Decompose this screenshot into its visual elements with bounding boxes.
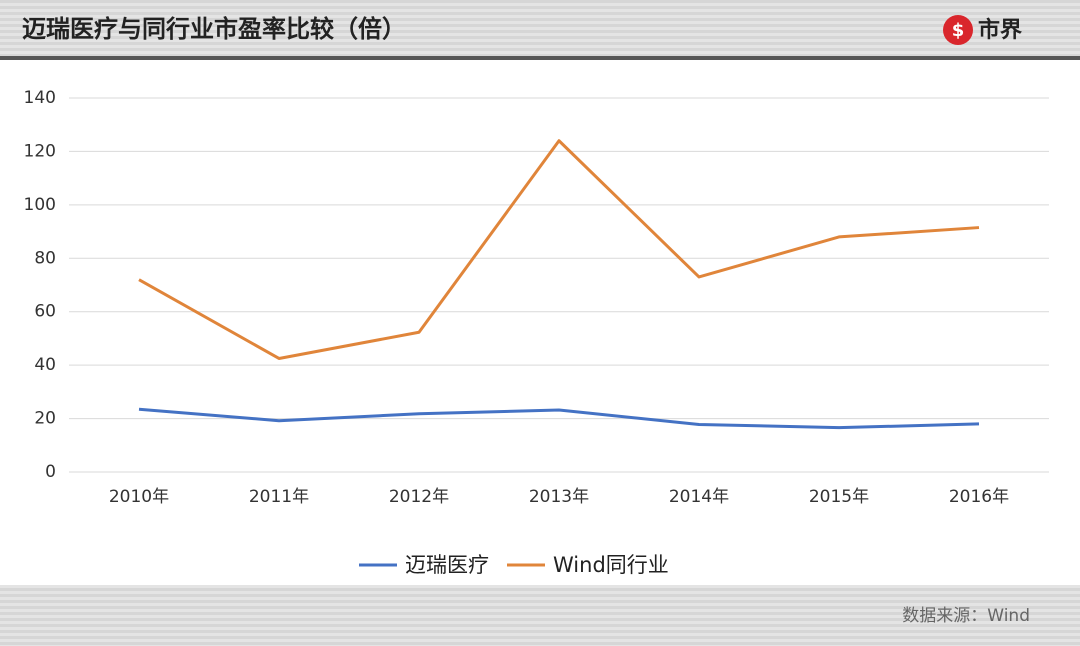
series-line — [138, 139, 980, 360]
x-tick-label: 2013年 — [529, 487, 589, 507]
source-note: 数据来源：Wind — [902, 606, 1030, 626]
logo-text: 市界 — [978, 17, 1022, 43]
y-tick-label: 40 — [34, 355, 56, 375]
x-tick-label: 2014年 — [669, 487, 729, 507]
legend-label: Wind同行业 — [553, 553, 669, 577]
legend-label: 迈瑞医疗 — [405, 553, 489, 577]
x-tick-label: 2011年 — [249, 487, 309, 507]
y-tick-label: 120 — [24, 141, 56, 161]
y-tick-label: 20 — [34, 409, 56, 429]
y-tick-label: 60 — [34, 302, 56, 322]
y-tick-label: 140 — [24, 88, 56, 108]
series-line — [138, 407, 980, 430]
y-tick-label: 100 — [24, 195, 56, 215]
header-band — [0, 0, 1080, 56]
x-tick-label: 2016年 — [949, 487, 1009, 507]
footer-band — [0, 585, 1080, 646]
x-tick-label: 2012年 — [389, 487, 449, 507]
header-rule — [0, 56, 1080, 60]
logo-mark: $ — [952, 20, 965, 41]
y-tick-label: 0 — [45, 462, 56, 482]
plot-area: 0 20 40 60 80 100 120 140 2010年 2011年 2012年 2013年 20… — [24, 88, 1049, 577]
chart-title: 迈瑞医疗与同行业市盈率比较（倍） — [22, 15, 406, 43]
x-tick-label: 2010年 — [109, 487, 169, 507]
y-tick-label: 80 — [34, 248, 56, 268]
x-tick-label: 2015年 — [809, 487, 869, 507]
logo-icon — [943, 15, 973, 45]
